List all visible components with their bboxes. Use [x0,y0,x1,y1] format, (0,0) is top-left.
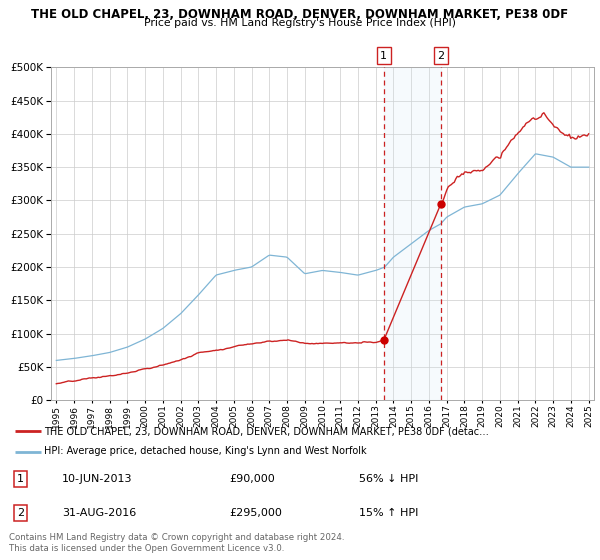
Text: 2: 2 [437,50,445,60]
Text: 2: 2 [17,508,24,518]
Text: 31-AUG-2016: 31-AUG-2016 [62,508,136,518]
Text: THE OLD CHAPEL, 23, DOWNHAM ROAD, DENVER, DOWNHAM MARKET, PE38 0DF (detac…: THE OLD CHAPEL, 23, DOWNHAM ROAD, DENVER… [44,426,489,436]
Text: 15% ↑ HPI: 15% ↑ HPI [359,508,418,518]
Text: Price paid vs. HM Land Registry's House Price Index (HPI): Price paid vs. HM Land Registry's House … [144,18,456,29]
Text: THE OLD CHAPEL, 23, DOWNHAM ROAD, DENVER, DOWNHAM MARKET, PE38 0DF: THE OLD CHAPEL, 23, DOWNHAM ROAD, DENVER… [31,8,569,21]
Text: HPI: Average price, detached house, King's Lynn and West Norfolk: HPI: Average price, detached house, King… [44,446,367,456]
Bar [384,67,441,400]
Text: £90,000: £90,000 [229,474,275,484]
Text: 1: 1 [380,50,387,60]
Text: 56% ↓ HPI: 56% ↓ HPI [359,474,418,484]
Text: 1: 1 [17,474,24,484]
Text: £295,000: £295,000 [229,508,283,518]
Text: 10-JUN-2013: 10-JUN-2013 [62,474,133,484]
Text: Contains HM Land Registry data © Crown copyright and database right 2024.
This d: Contains HM Land Registry data © Crown c… [9,533,344,553]
